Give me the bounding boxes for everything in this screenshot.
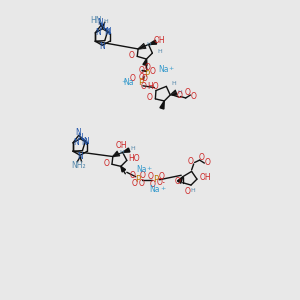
Polygon shape bbox=[143, 59, 147, 65]
Text: N: N bbox=[95, 28, 101, 37]
Text: O: O bbox=[142, 74, 148, 83]
Polygon shape bbox=[121, 166, 126, 172]
Text: H: H bbox=[146, 42, 151, 47]
Text: O: O bbox=[150, 67, 156, 76]
Text: P: P bbox=[138, 78, 143, 87]
Text: O: O bbox=[148, 172, 154, 181]
Text: N: N bbox=[82, 138, 87, 147]
Text: +: + bbox=[146, 166, 152, 171]
Text: O: O bbox=[130, 74, 136, 83]
Text: N: N bbox=[104, 28, 110, 37]
Text: N: N bbox=[77, 133, 83, 142]
Text: H: H bbox=[177, 89, 182, 94]
Text: N: N bbox=[75, 128, 81, 137]
Text: N: N bbox=[100, 23, 105, 32]
Text: H: H bbox=[119, 150, 124, 154]
Text: O: O bbox=[199, 153, 204, 162]
Text: Na: Na bbox=[124, 78, 134, 87]
Text: O-: O- bbox=[157, 178, 166, 187]
Text: H: H bbox=[158, 49, 162, 54]
Text: OH: OH bbox=[116, 141, 127, 150]
Text: N: N bbox=[73, 138, 79, 147]
Text: O: O bbox=[205, 158, 211, 167]
Text: Na: Na bbox=[136, 165, 146, 174]
Text: HO: HO bbox=[147, 82, 159, 91]
Text: O: O bbox=[185, 187, 191, 196]
Text: P: P bbox=[153, 175, 158, 184]
Text: O: O bbox=[158, 172, 164, 181]
Text: P: P bbox=[136, 175, 141, 184]
Text: H: H bbox=[190, 188, 195, 193]
Polygon shape bbox=[177, 177, 183, 183]
Text: N: N bbox=[105, 27, 111, 36]
Text: +: + bbox=[168, 66, 173, 71]
Text: P: P bbox=[145, 70, 150, 79]
Text: H: H bbox=[171, 81, 176, 86]
Text: +: + bbox=[160, 185, 165, 190]
Text: O: O bbox=[132, 179, 137, 188]
Text: Na: Na bbox=[158, 65, 169, 74]
Text: Na: Na bbox=[149, 185, 160, 194]
Text: N: N bbox=[100, 42, 105, 51]
Text: N: N bbox=[98, 18, 103, 27]
Text: O: O bbox=[190, 92, 196, 101]
Text: O: O bbox=[174, 177, 180, 186]
Text: O: O bbox=[140, 171, 146, 180]
Text: O: O bbox=[138, 66, 144, 75]
Text: H: H bbox=[131, 146, 135, 151]
Text: O: O bbox=[138, 73, 144, 82]
Text: HN: HN bbox=[90, 16, 102, 25]
Polygon shape bbox=[123, 148, 130, 152]
Polygon shape bbox=[148, 40, 157, 44]
Text: NH₂: NH₂ bbox=[71, 161, 86, 170]
Text: O: O bbox=[130, 171, 136, 180]
Text: O: O bbox=[150, 180, 156, 189]
Text: N: N bbox=[77, 152, 83, 161]
Text: +: + bbox=[121, 79, 126, 84]
Text: O: O bbox=[129, 51, 135, 60]
Text: N: N bbox=[83, 136, 89, 146]
Text: O: O bbox=[147, 94, 153, 103]
Text: OH: OH bbox=[200, 173, 211, 182]
Text: O: O bbox=[176, 91, 182, 100]
Text: HO: HO bbox=[128, 154, 140, 164]
Text: O: O bbox=[188, 158, 194, 166]
Text: O: O bbox=[145, 63, 151, 72]
Text: O: O bbox=[140, 82, 146, 91]
Polygon shape bbox=[160, 101, 164, 109]
Text: O: O bbox=[139, 179, 145, 188]
Text: O: O bbox=[184, 88, 190, 98]
Text: OH: OH bbox=[154, 36, 166, 45]
Text: H: H bbox=[103, 19, 108, 23]
Text: O: O bbox=[104, 159, 110, 168]
